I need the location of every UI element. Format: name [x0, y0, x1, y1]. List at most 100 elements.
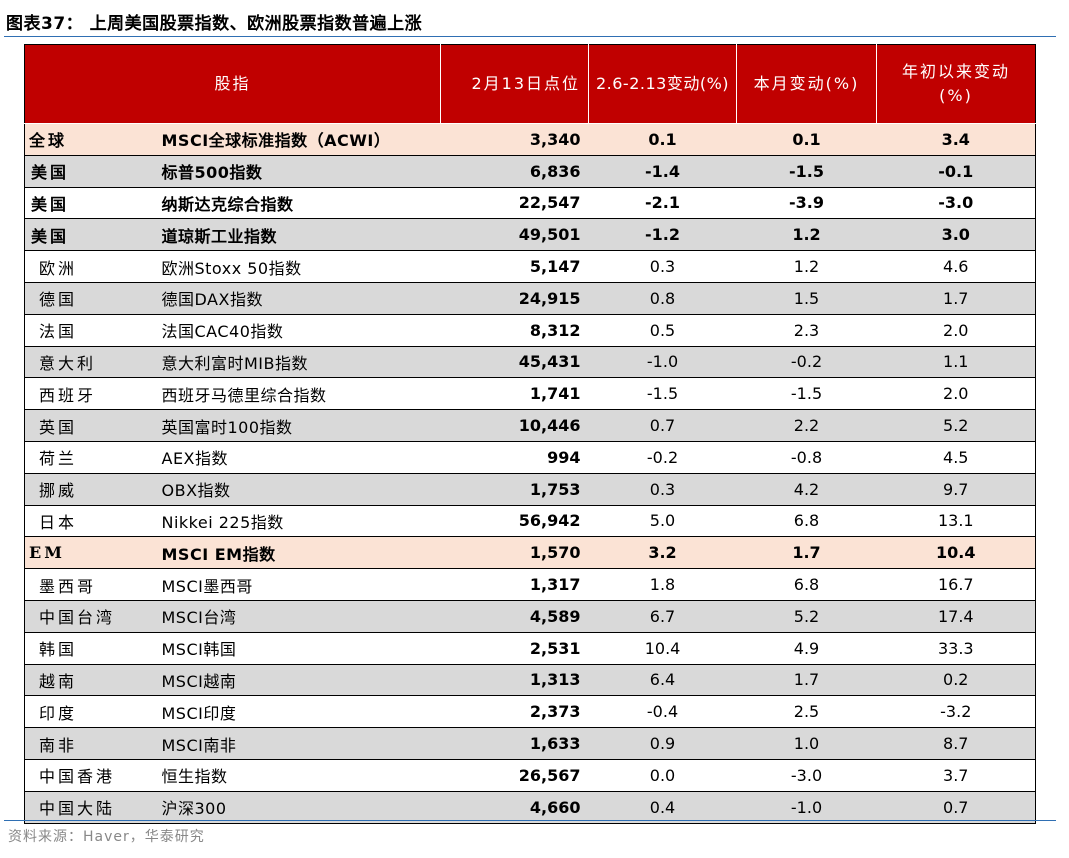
table-row: 意大利 意大利富时MIB指数 45,431 -1.0 -0.2 1.1: [24, 345, 1037, 379]
table-cell-level: 1,570: [440, 536, 589, 570]
source-note: 资料来源：Haver，华泰研究: [8, 829, 205, 845]
table-cell-week-change: 0.7: [588, 409, 737, 442]
table-cell-index-name: 英国富时100指数: [157, 409, 441, 442]
table-cell-index-name: MSCI台湾: [157, 599, 441, 633]
table-row: 中国大陆 沪深300 4,660 0.4 -1.0 0.7: [24, 790, 1037, 824]
table-cell-ytd-change: 0.2: [876, 663, 1037, 697]
table-cell-ytd-change: 10.4: [876, 536, 1037, 570]
table-cell-ytd-change: 9.7: [876, 472, 1037, 506]
table-cell-level: 45,431: [440, 345, 589, 379]
table-cell-month-change: 1.5: [736, 281, 877, 315]
table-cell-region: 中国大陆: [24, 790, 158, 824]
table-cell-month-change: -1.5: [736, 154, 877, 188]
table-cell-level: 26,567: [440, 758, 589, 792]
table-cell-index-name: MSCI印度: [157, 695, 441, 729]
table-cell-level: 4,660: [440, 790, 589, 824]
table-row: 中国台湾 MSCI台湾 4,589 6.7 5.2 17.4: [24, 599, 1037, 633]
table-cell-week-change: 6.4: [588, 663, 737, 697]
table-cell-ytd-change: 2.0: [876, 377, 1037, 411]
table-cell-month-change: 5.2: [736, 599, 877, 633]
table-cell-region: 南非: [24, 727, 158, 760]
table-cell-index-name: OBX指数: [157, 472, 441, 506]
table-cell-index-name: MSCI越南: [157, 663, 441, 697]
table-cell-region: 欧洲: [24, 250, 158, 283]
table-cell-ytd-change: 0.7: [876, 790, 1037, 824]
table-cell-ytd-change: 1.1: [876, 345, 1037, 379]
table-cell-region: 挪威: [24, 472, 158, 506]
table-cell-index-name: 纳斯达克综合指数: [157, 186, 441, 220]
table-cell-ytd-change: 3.4: [876, 123, 1037, 156]
table-cell-region: 中国台湾: [24, 599, 158, 633]
table-cell-ytd-change: 4.5: [876, 440, 1037, 474]
table-row: 荷兰 AEX指数 994 -0.2 -0.8 4.5: [24, 440, 1037, 474]
table-cell-month-change: 2.5: [736, 695, 877, 729]
table-cell-index-name: 标普500指数: [157, 154, 441, 188]
table-row: 印度 MSCI印度 2,373 -0.4 2.5 -3.2: [24, 695, 1037, 729]
table-row: 法国 法国CAC40指数 8,312 0.5 2.3 2.0: [24, 313, 1037, 347]
table-cell-index-name: MSCI全球标准指数（ACWI）: [157, 123, 441, 156]
table-cell-month-change: 2.3: [736, 313, 877, 347]
table-cell-index-name: 法国CAC40指数: [157, 313, 441, 347]
header-ytd-line1: 年初以来变动: [902, 62, 1011, 81]
table-cell-week-change: 0.9: [588, 727, 737, 760]
table-cell-level: 4,589: [440, 599, 589, 633]
table-row: 全球 MSCI全球标准指数（ACWI） 3,340 0.1 0.1 3.4: [24, 123, 1037, 156]
table-cell-week-change: 0.3: [588, 472, 737, 506]
table-row: 英国 英国富时100指数 10,446 0.7 2.2 5.2: [24, 409, 1037, 442]
index-table: 股指 2月13日点位 2.6-2.13变动(%) 本月变动(%) 年初以来变动 …: [23, 44, 1037, 824]
table-cell-ytd-change: -3.2: [876, 695, 1037, 729]
table-cell-index-name: 恒生指数: [157, 758, 441, 792]
table-cell-ytd-change: -3.0: [876, 186, 1037, 220]
table-cell-index-name: Nikkei 225指数: [157, 504, 441, 538]
table-cell-level: 56,942: [440, 504, 589, 538]
table-cell-ytd-change: 5.2: [876, 409, 1037, 442]
table-cell-level: 10,446: [440, 409, 589, 442]
table-cell-ytd-change: 17.4: [876, 599, 1037, 633]
table-cell-week-change: -1.4: [588, 154, 737, 188]
table-cell-region: 意大利: [24, 345, 158, 379]
table-cell-month-change: 1.2: [736, 218, 877, 252]
table-row: 南非 MSCI南非 1,633 0.9 1.0 8.7: [24, 727, 1037, 760]
table-cell-level: 8,312: [440, 313, 589, 347]
table-cell-ytd-change: 33.3: [876, 631, 1037, 665]
table-cell-week-change: 0.8: [588, 281, 737, 315]
table-cell-region: 日本: [24, 504, 158, 538]
table-cell-region: 法国: [24, 313, 158, 347]
table-cell-month-change: 1.7: [736, 536, 877, 570]
table-cell-month-change: 1.2: [736, 250, 877, 283]
table-cell-week-change: 0.4: [588, 790, 737, 824]
top-rule: [4, 36, 1056, 37]
table-cell-index-name: 道琼斯工业指数: [157, 218, 441, 252]
table-cell-week-change: 0.5: [588, 313, 737, 347]
table-row: 欧洲 欧洲Stoxx 50指数 5,147 0.3 1.2 4.6: [24, 250, 1037, 283]
table-cell-month-change: 2.2: [736, 409, 877, 442]
table-cell-ytd-change: 4.6: [876, 250, 1037, 283]
table-cell-index-name: 德国DAX指数: [157, 281, 441, 315]
table-cell-ytd-change: 2.0: [876, 313, 1037, 347]
bottom-rule: [4, 820, 1056, 821]
table-cell-month-change: 4.9: [736, 631, 877, 665]
header-index: 股指: [23, 44, 442, 124]
table-cell-level: 1,313: [440, 663, 589, 697]
header-month-change: 本月变动(%): [736, 44, 878, 124]
table-cell-region: 中国香港: [24, 758, 158, 792]
table-row: 中国香港 恒生指数 26,567 0.0 -3.0 3.7: [24, 758, 1037, 792]
table-row: 美国 道琼斯工业指数 49,501 -1.2 1.2 3.0: [24, 218, 1037, 252]
table-cell-week-change: -0.4: [588, 695, 737, 729]
table-cell-month-change: 4.2: [736, 472, 877, 506]
table-cell-week-change: 5.0: [588, 504, 737, 538]
table-cell-region: 全球: [24, 123, 158, 156]
header-row: 股指 2月13日点位 2.6-2.13变动(%) 本月变动(%) 年初以来变动 …: [23, 44, 1037, 124]
table-cell-level: 1,317: [440, 568, 589, 601]
table-row: 西班牙 西班牙马德里综合指数 1,741 -1.5 -1.5 2.0: [24, 377, 1037, 411]
table-cell-month-change: 1.0: [736, 727, 877, 760]
table-cell-week-change: -1.5: [588, 377, 737, 411]
header-week-change: 2.6-2.13变动(%): [588, 44, 738, 124]
table-cell-level: 2,373: [440, 695, 589, 729]
table-cell-week-change: -0.2: [588, 440, 737, 474]
table-cell-index-name: MSCI EM指数: [157, 536, 441, 570]
table-cell-level: 22,547: [440, 186, 589, 220]
header-level: 2月13日点位: [440, 44, 590, 124]
table-cell-ytd-change: 8.7: [876, 727, 1037, 760]
table-cell-month-change: 0.1: [736, 123, 877, 156]
